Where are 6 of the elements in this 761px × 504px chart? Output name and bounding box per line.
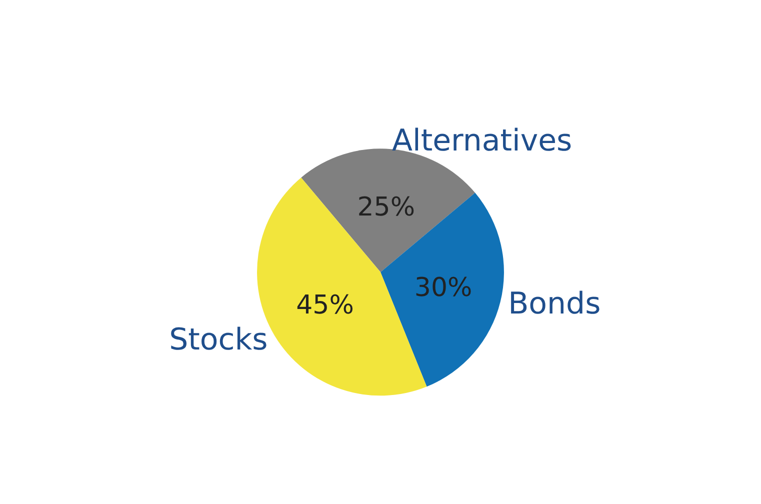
data-label: 30% [414,272,472,303]
slice-label: Stocks [169,322,268,358]
slice-label: Bonds [508,286,601,322]
slice-label: Alternatives [392,124,572,159]
data-label: 25% [357,192,416,223]
data-label: 45% [296,290,354,321]
